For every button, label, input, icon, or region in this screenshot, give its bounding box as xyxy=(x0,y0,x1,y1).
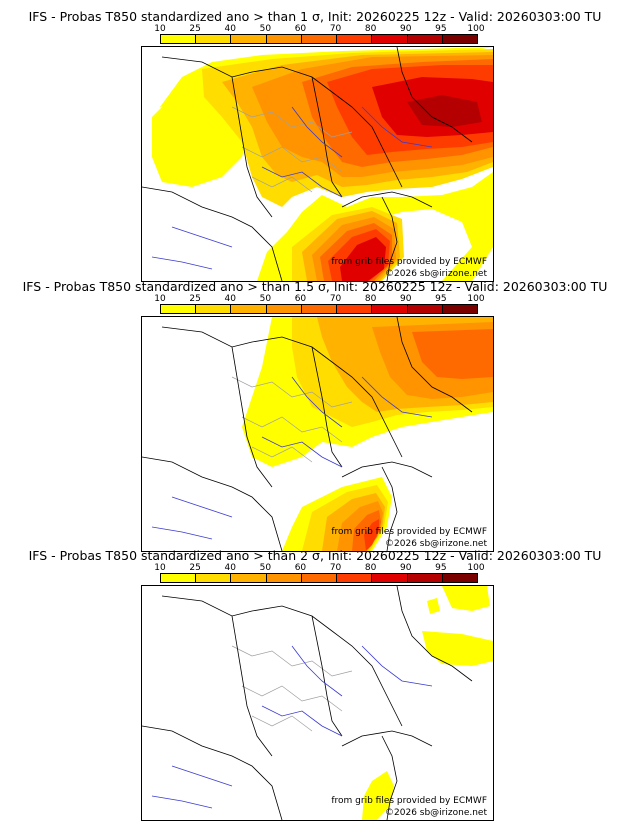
colorbar-tick-label: 100 xyxy=(467,294,485,304)
colorbar-tick-label: 60 xyxy=(294,563,307,573)
colorbar-tick-label: 25 xyxy=(189,563,201,573)
data-source-credit: from grib files provided by ECMWF xyxy=(331,796,487,806)
colorbar-tick-label: 90 xyxy=(400,294,412,304)
probability-map: from grib files provided by ECMWF ©2026 … xyxy=(141,585,494,821)
panel-title: IFS - Probas T850 standardized ano > tha… xyxy=(22,279,608,294)
colorbar-swatch xyxy=(337,305,373,313)
colorbar-swatch xyxy=(161,305,197,313)
colorbar xyxy=(160,304,478,314)
colorbar-tick-label: 10 xyxy=(154,563,166,573)
copyright: ©2026 sb@irizone.net xyxy=(385,808,487,818)
colorbar-swatch xyxy=(266,35,302,43)
colorbar-swatch xyxy=(442,35,477,43)
colorbar-tick-label: 60 xyxy=(294,24,307,34)
copyright: ©2026 sb@irizone.net xyxy=(385,539,487,549)
colorbar-tick-label: 50 xyxy=(259,294,272,304)
colorbar-swatch xyxy=(372,305,408,313)
colorbar-tick-label: 70 xyxy=(329,563,342,573)
colorbar xyxy=(160,573,478,583)
colorbar-tick-label: 50 xyxy=(259,24,272,34)
colorbar xyxy=(160,34,478,44)
colorbar-tick-label: 80 xyxy=(364,563,377,573)
colorbar-tick-label: 80 xyxy=(364,24,377,34)
colorbar-swatch xyxy=(266,574,302,582)
colorbar-tick-label: 40 xyxy=(224,563,236,573)
colorbar-tick-label: 90 xyxy=(400,24,412,34)
colorbar-swatch xyxy=(301,305,338,313)
colorbar-tick-label: 90 xyxy=(400,563,412,573)
colorbar-swatch xyxy=(196,574,232,582)
probability-map: from grib files provided by ECMWF ©2026 … xyxy=(141,46,494,282)
colorbar-swatch xyxy=(231,574,267,582)
map-panel-3: IFS - Probas T850 standardized ano > tha… xyxy=(0,549,630,821)
colorbar-tick-label: 100 xyxy=(467,24,485,34)
colorbar-tick-label: 40 xyxy=(224,294,236,304)
colorbar-swatch xyxy=(231,305,267,313)
colorbar-swatch xyxy=(231,35,267,43)
colorbar-tick-label: 70 xyxy=(329,294,342,304)
colorbar-labels: 10 25 40 50 60 70 80 90 95 100 xyxy=(154,294,484,304)
map-panel-1: IFS - Probas T850 standardized ano > tha… xyxy=(0,10,630,282)
colorbar-tick-label: 10 xyxy=(154,294,166,304)
panel-title: IFS - Probas T850 standardized ano > tha… xyxy=(28,548,602,563)
colorbar-tick-label: 60 xyxy=(294,294,307,304)
colorbar-swatch xyxy=(372,574,408,582)
data-source-credit: from grib files provided by ECMWF xyxy=(331,257,487,267)
colorbar-swatch xyxy=(301,35,338,43)
colorbar-tick-label: 70 xyxy=(329,24,342,34)
colorbar-swatch xyxy=(372,35,408,43)
colorbar-swatch xyxy=(161,35,197,43)
colorbar-labels: 10 25 40 50 60 70 80 90 95 100 xyxy=(154,563,484,573)
colorbar-tick-label: 80 xyxy=(364,294,377,304)
colorbar-swatch xyxy=(196,305,232,313)
colorbar-labels: 10 25 40 50 60 70 80 90 95 100 xyxy=(154,24,484,34)
colorbar-tick-label: 95 xyxy=(435,294,447,304)
colorbar-swatch xyxy=(407,574,443,582)
colorbar-swatch xyxy=(442,305,477,313)
colorbar-swatch xyxy=(407,35,443,43)
map-panel-2: IFS - Probas T850 standardized ano > tha… xyxy=(0,280,630,552)
colorbar-tick-label: 100 xyxy=(467,563,485,573)
colorbar-swatch xyxy=(407,305,443,313)
colorbar-swatch xyxy=(196,35,232,43)
colorbar-tick-label: 25 xyxy=(189,294,201,304)
copyright: ©2026 sb@irizone.net xyxy=(385,269,487,279)
colorbar-tick-label: 40 xyxy=(224,24,236,34)
panel-title: IFS - Probas T850 standardized ano > tha… xyxy=(28,9,602,24)
colorbar-swatch xyxy=(337,35,373,43)
colorbar-tick-label: 25 xyxy=(189,24,201,34)
colorbar-tick-label: 50 xyxy=(259,563,272,573)
colorbar-tick-label: 95 xyxy=(435,563,447,573)
colorbar-swatch xyxy=(266,305,302,313)
colorbar-tick-label: 10 xyxy=(154,24,166,34)
probability-map: from grib files provided by ECMWF ©2026 … xyxy=(141,316,494,552)
colorbar-swatch xyxy=(442,574,477,582)
colorbar-tick-label: 95 xyxy=(435,24,447,34)
colorbar-swatch xyxy=(301,574,338,582)
colorbar-swatch xyxy=(161,574,197,582)
colorbar-swatch xyxy=(337,574,373,582)
data-source-credit: from grib files provided by ECMWF xyxy=(331,527,487,537)
